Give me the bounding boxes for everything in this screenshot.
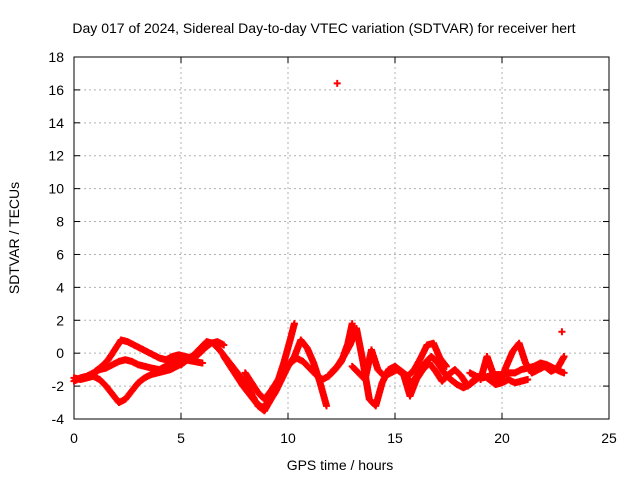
y-axis-label: SDTVAR / TECUs [6,182,22,294]
series-arc-11 [466,359,568,382]
series-arc-9 [402,352,532,392]
series-arc-2 [70,359,187,407]
data-point [558,328,566,336]
y-tick-label: 6 [56,246,64,262]
y-tick-label: 16 [48,82,64,98]
x-tick-label: 0 [70,430,78,446]
data-point [348,320,356,328]
y-axis: -4 -2 0 2 4 6 8 10 12 14 16 18 [48,49,609,427]
y-tick-label: 8 [56,214,64,230]
data-point [290,320,298,328]
data-point [524,376,532,384]
series-arc-1 [70,356,206,385]
x-tick-label: 25 [601,430,617,446]
x-tick-label: 10 [280,430,296,446]
series-arc-4 [177,320,298,415]
data-point [560,369,568,377]
data-point [198,359,206,367]
data-points [70,79,568,415]
x-tick-label: 20 [494,430,510,446]
y-tick-label: 14 [48,115,64,131]
data-point [442,362,450,370]
data-point [333,79,341,87]
y-tick-label: 10 [48,181,64,197]
series-outliers [333,79,566,336]
y-tick-label: 2 [56,312,64,328]
y-tick-label: 18 [48,49,64,65]
x-tick-label: 5 [177,430,185,446]
y-tick-label: -4 [52,411,65,427]
x-tick-label: 15 [387,430,403,446]
x-axis-label: GPS time / hours [287,457,394,473]
data-point [560,352,568,360]
data-point [323,402,331,410]
x-axis: 0 5 10 15 20 25 [70,57,617,446]
y-tick-label: 4 [56,279,64,295]
y-tick-label: -2 [52,378,65,394]
data-point [220,341,228,349]
y-tick-label: 0 [56,345,64,361]
plot-frame [73,56,610,420]
chart-title: Day 017 of 2024, Sidereal Day-to-day VTE… [72,20,575,36]
y-tick-label: 12 [48,148,64,164]
